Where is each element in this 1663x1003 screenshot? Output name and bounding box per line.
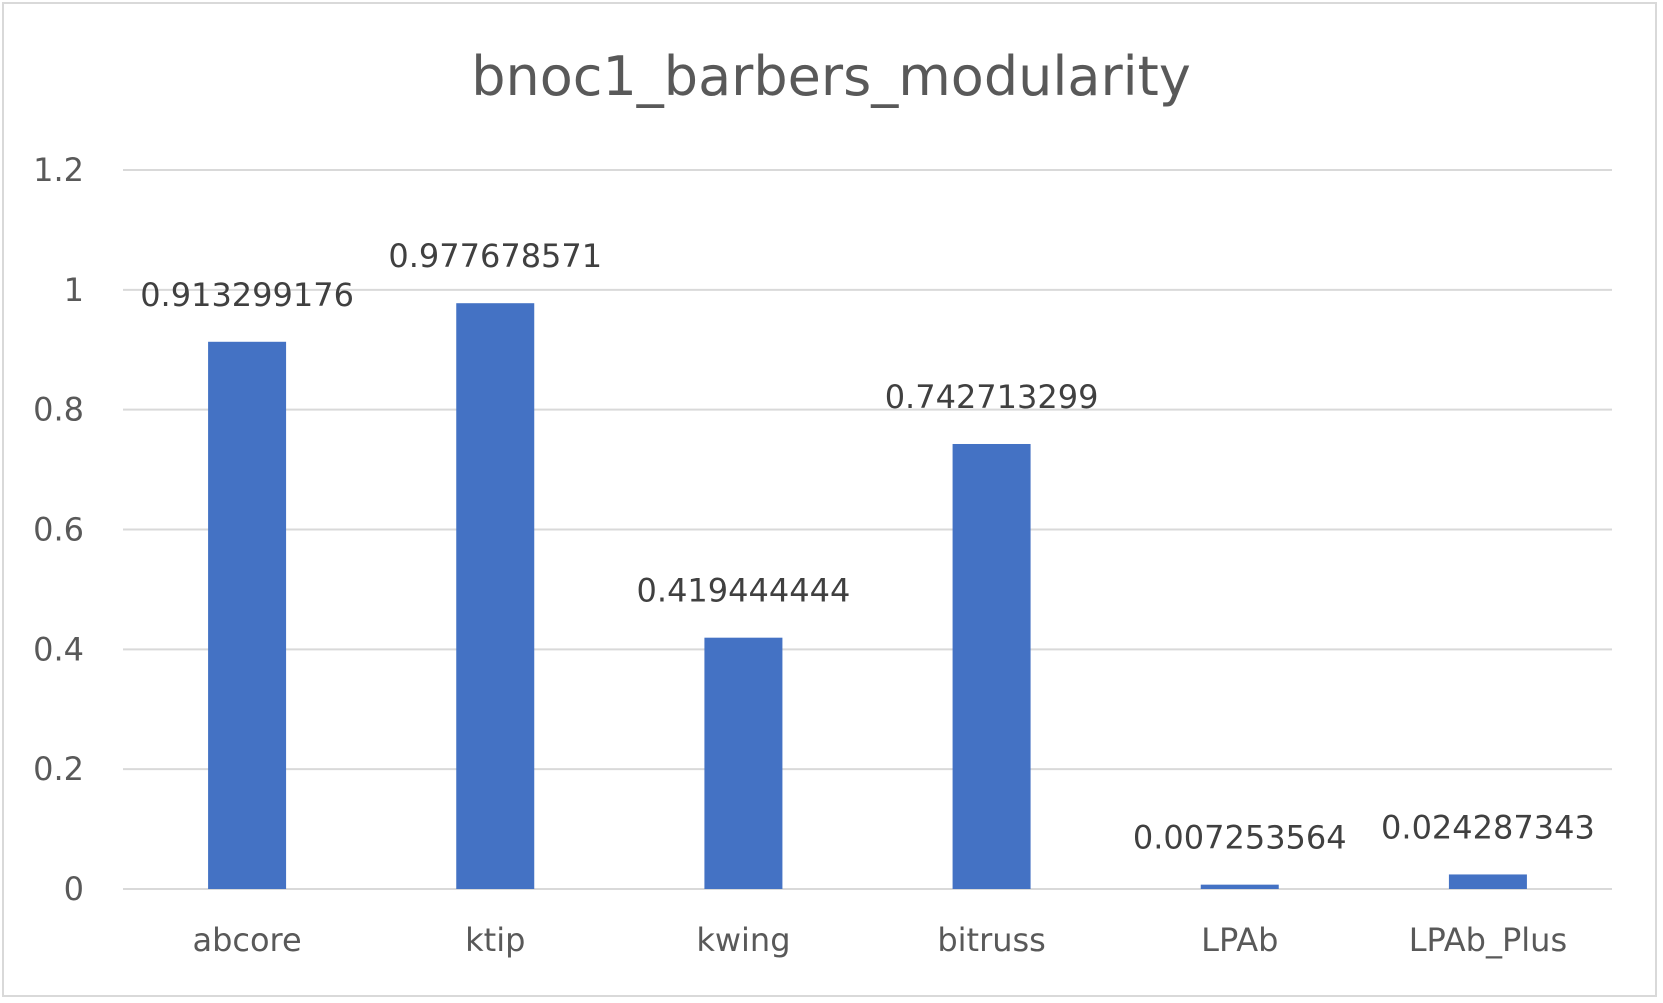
- y-tick-label: 0.2: [33, 750, 84, 788]
- x-category-label: ktip: [465, 921, 525, 959]
- x-category-label: LPAb: [1201, 921, 1278, 959]
- x-category-label: kwing: [696, 921, 790, 959]
- y-tick-label: 1.2: [33, 151, 84, 189]
- chart-title: bnoc1_barbers_modularity: [471, 45, 1191, 108]
- data-label: 0.977678571: [388, 237, 602, 275]
- y-tick-label: 0.8: [33, 391, 84, 429]
- data-label: 0.024287343: [1381, 808, 1595, 846]
- bar-abcore: [208, 341, 287, 889]
- bar-kwing: [704, 637, 783, 889]
- data-label: 0.913299176: [140, 276, 354, 314]
- y-tick-label: 0.4: [33, 630, 84, 668]
- y-tick-label: 0: [64, 870, 84, 908]
- y-tick-label: 1: [64, 271, 84, 309]
- data-label: 0.007253564: [1133, 819, 1347, 857]
- bar-ktip: [456, 303, 535, 889]
- x-category-label: abcore: [192, 921, 301, 959]
- data-label: 0.419444444: [637, 572, 851, 610]
- y-tick-label: 0.6: [33, 511, 84, 549]
- x-category-label: bitruss: [937, 921, 1046, 959]
- data-label: 0.742713299: [885, 378, 1099, 416]
- bar-bitruss: [952, 443, 1031, 889]
- x-category-label: LPAb_Plus: [1409, 921, 1567, 959]
- bar-lpab: [1200, 884, 1279, 889]
- bar-lpab_plus: [1448, 874, 1527, 889]
